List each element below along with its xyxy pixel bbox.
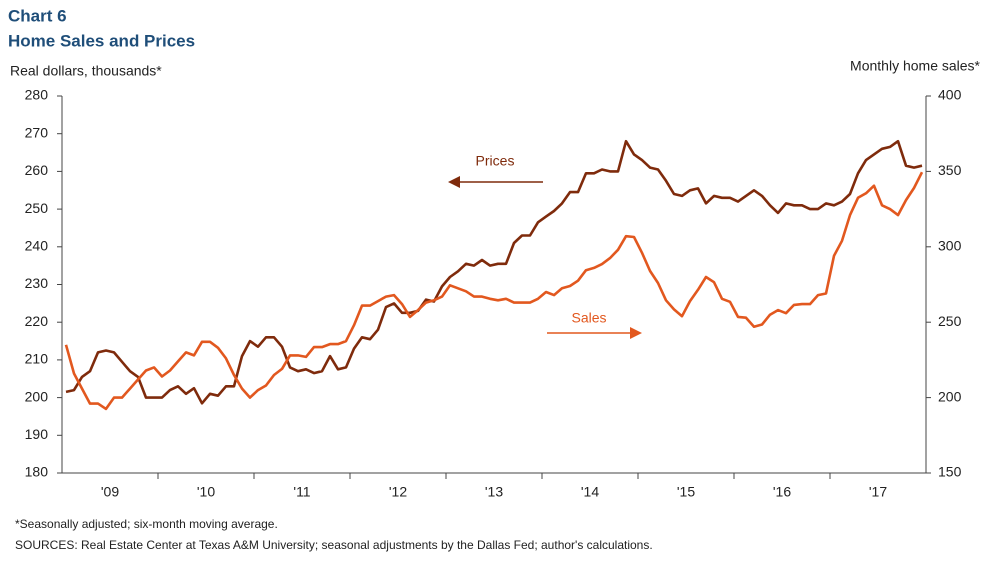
y-tick-label: 220 [25, 313, 49, 329]
y2-tick-label: 400 [938, 87, 962, 103]
chart-subtitle: Home Sales and Prices [8, 31, 195, 50]
x-tick-label: '15 [677, 484, 695, 500]
x-tick-label: '16 [773, 484, 791, 500]
series-line [65, 139, 923, 405]
y-tick-label: 280 [25, 87, 49, 103]
x-tick-label: '17 [869, 484, 887, 500]
annotation: Sales [571, 310, 606, 326]
y-tick-label: 210 [25, 351, 49, 367]
y-axis-label: Real dollars, thousands* [10, 63, 162, 79]
y-tick-label: 260 [25, 162, 49, 178]
y-tick-label: 200 [25, 388, 49, 404]
y2-tick-label: 250 [938, 313, 962, 329]
x-tick-label: '09 [101, 484, 119, 500]
y2-tick-label: 300 [938, 238, 962, 254]
x-tick-label: '10 [197, 484, 215, 500]
x-tick-label: '14 [581, 484, 599, 500]
y2-tick-label: 350 [938, 162, 962, 178]
y-tick-label: 180 [25, 464, 49, 480]
source: SOURCES: Real Estate Center at Texas A&M… [15, 538, 653, 552]
x-tick-label: '13 [485, 484, 503, 500]
y-tick-label: 230 [25, 275, 49, 291]
x-tick-label: '11 [293, 484, 310, 500]
y-tick-label: 240 [25, 238, 49, 254]
y2-tick-label: 200 [938, 388, 962, 404]
y-tick-label: 250 [25, 200, 49, 216]
footnote: *Seasonally adjusted; six-month moving a… [15, 517, 278, 531]
annotation: Prices [476, 153, 515, 169]
x-tick-label: '12 [389, 484, 407, 500]
y2-axis-label: Monthly home sales* [850, 58, 981, 74]
series-line [64, 171, 924, 411]
y-tick-label: 270 [25, 124, 49, 140]
chart-title: Chart 6 [8, 6, 67, 25]
y-tick-label: 190 [25, 426, 49, 442]
y2-tick-label: 150 [938, 464, 962, 480]
